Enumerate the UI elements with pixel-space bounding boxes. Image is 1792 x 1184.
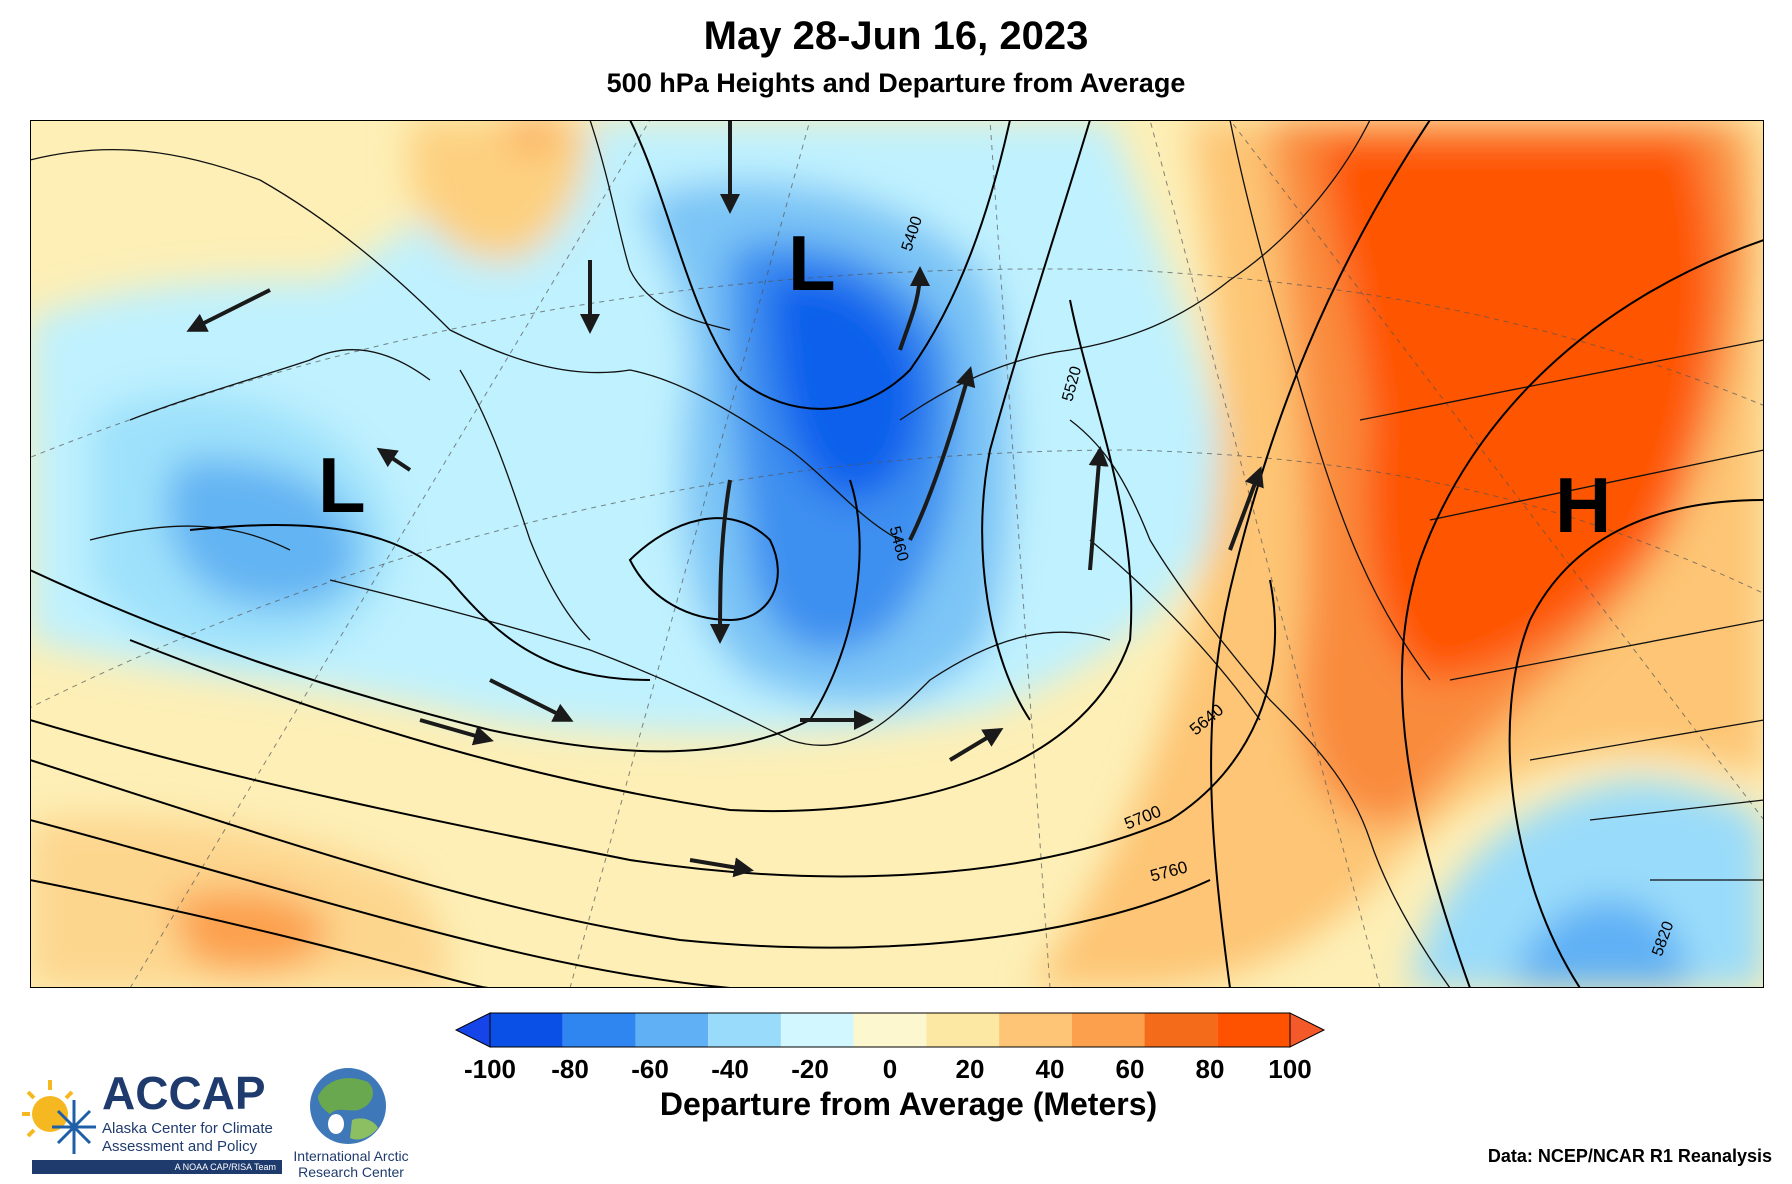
colorbar-tick-label: 80: [1195, 1054, 1225, 1084]
colorbar-tick-label: -20: [791, 1054, 829, 1084]
colorbar-segment: [635, 1013, 709, 1047]
colorbar-title: Departure from Average (Meters): [659, 1086, 1158, 1122]
colorbar-tick-label: -60: [631, 1054, 669, 1084]
chart-title: May 28-Jun 16, 2023: [703, 14, 1089, 58]
colorbar-segment: [853, 1013, 927, 1047]
colorbar-over-arrow: [1289, 1012, 1326, 1048]
accap-line-1: Alaska Center for Climate: [102, 1120, 273, 1137]
colorbar-segment: [1071, 1013, 1145, 1047]
graticule: [30, 120, 1764, 988]
colorbar-segment: [708, 1013, 781, 1047]
chart-subtitle: 500 hPa Heights and Departure from Avera…: [606, 68, 1186, 98]
colorbar-segment: [1144, 1013, 1218, 1047]
accap-tag: A NOAA CAP/RISA Team: [32, 1160, 282, 1174]
colorbar-tick-label: -80: [551, 1054, 589, 1084]
coastlines: [30, 120, 1764, 988]
colorbar-segment: [562, 1013, 636, 1047]
low-pressure-label-west: L: [318, 441, 366, 529]
accap-line-2: Assessment and Policy: [102, 1138, 258, 1155]
colorbar: [454, 1012, 1326, 1048]
low-pressure-label-bering: L: [788, 219, 836, 307]
height-anomaly-map: [30, 120, 1764, 988]
colorbar-segment: [490, 1013, 563, 1047]
data-credit: Data: NCEP/NCAR R1 Reanalysis: [1487, 1146, 1772, 1166]
colorbar-tick-label: 60: [1115, 1054, 1145, 1084]
iarc-line-1: International Arctic: [293, 1148, 409, 1164]
flow-arrows: [186, 120, 1264, 878]
colorbar-tick-label: 100: [1268, 1054, 1312, 1084]
accap-name: ACCAP: [102, 1067, 266, 1119]
colorbar-segment: [999, 1013, 1072, 1047]
colorbar-under-arrow: [454, 1012, 491, 1048]
colorbar-segment: [780, 1013, 854, 1047]
colorbar-tick-label: -100: [463, 1054, 517, 1084]
colorbar-tick-label: 20: [955, 1054, 985, 1084]
colorbar-tick-label: 40: [1035, 1054, 1065, 1084]
high-pressure-label: H: [1555, 461, 1612, 549]
colorbar-tick-label: -40: [711, 1054, 749, 1084]
accap-logo-sun-icon: [22, 1080, 96, 1154]
iarc-globe-icon: [310, 1068, 386, 1144]
colorbar-tick-label: 0: [882, 1054, 898, 1084]
iarc-line-2: Research Center: [298, 1164, 404, 1180]
colorbar-segment: [1217, 1013, 1290, 1047]
height-contours: [30, 120, 1764, 988]
colorbar-segment: [926, 1013, 1000, 1047]
